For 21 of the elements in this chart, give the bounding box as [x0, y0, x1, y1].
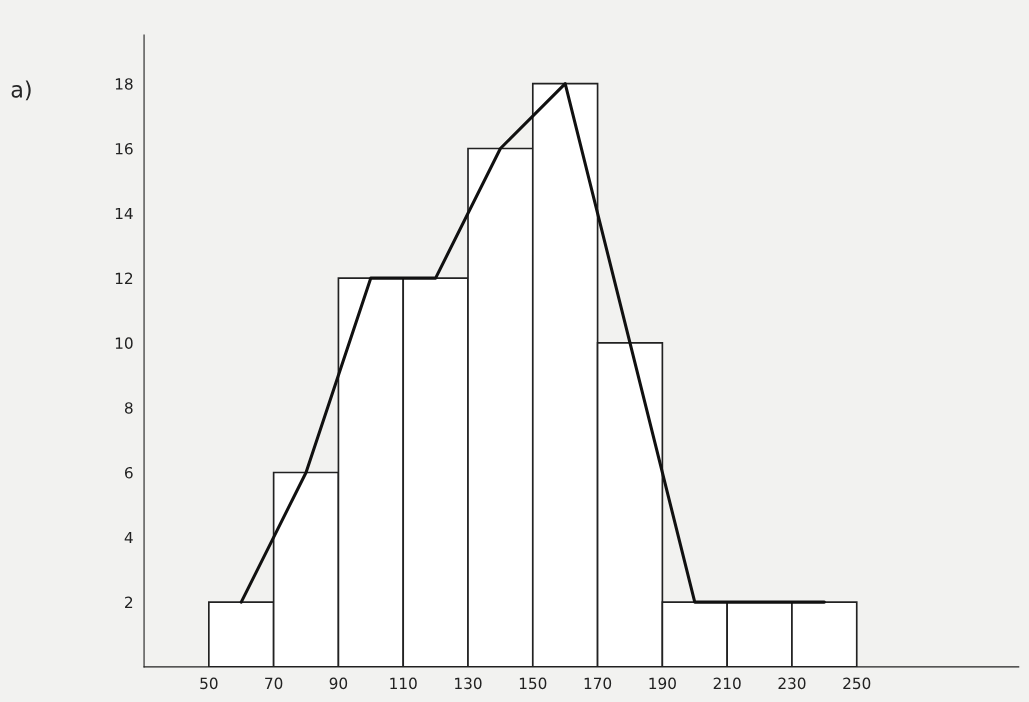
x-tick-label: 190 [649, 677, 676, 690]
x-tick-label: 150 [519, 677, 547, 690]
y-tick-label: 4 [124, 531, 133, 544]
x-tick-label: 130 [455, 677, 482, 690]
y-tick-label: 6 [124, 466, 133, 479]
y-tick-label: 2 [125, 596, 133, 608]
x-tick-label: 90 [329, 677, 348, 690]
x-tick-label: 50 [200, 677, 218, 690]
x-tick-label: 210 [713, 677, 741, 690]
y-tick-label: 16 [115, 142, 133, 155]
y-tick-label: 12 [115, 272, 133, 284]
x-tick-label: 70 [265, 677, 283, 690]
x-tick-label: 230 [778, 677, 806, 690]
y-tick-label: 14 [115, 207, 133, 220]
y-tick-label: 10 [115, 337, 133, 349]
x-tick-label: 170 [584, 677, 612, 690]
x-tick-label: 250 [843, 677, 871, 690]
y-tick-label: 8 [124, 402, 133, 414]
x-tick-label: 110 [390, 677, 417, 690]
y-tick-label: 18 [115, 78, 133, 90]
text: a) [11, 80, 31, 101]
